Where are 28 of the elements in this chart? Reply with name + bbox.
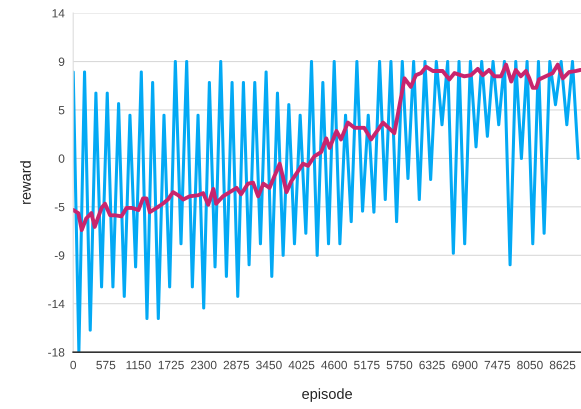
x-tick-label: 8050 (517, 360, 543, 370)
y-tick-label: 14 (52, 9, 65, 18)
y-tick-label: -9 (54, 251, 64, 260)
x-tick-label: 8625 (550, 360, 576, 370)
x-tick-label: 3450 (256, 360, 282, 370)
y-tick-label: 9 (58, 58, 64, 66)
x-tick-label: 2875 (224, 360, 250, 370)
x-tick-label: 1150 (126, 360, 151, 370)
x-tick-label: 6325 (419, 360, 445, 370)
x-tick-label: 575 (96, 360, 116, 370)
y-tick-label: 0 (58, 154, 64, 163)
line-series (73, 60, 580, 352)
x-tick-label: 5750 (386, 360, 412, 370)
y-tick-label: -5 (54, 202, 64, 212)
x-axis-title: episode (302, 388, 352, 402)
y-tick-label: 5 (58, 106, 64, 114)
x-tick-label: 2300 (191, 360, 217, 370)
line-series (73, 62, 581, 232)
y-axis-title: reward (20, 161, 31, 204)
x-tick-label: 5175 (354, 360, 380, 370)
x-tick-label: 4600 (321, 360, 348, 370)
x-tick-label: 7475 (484, 360, 510, 370)
y-tick-label: -14 (48, 300, 65, 308)
x-tick-label: 1725 (158, 360, 184, 370)
x-tick-label: 0 (70, 360, 76, 370)
x-tick-label: 4025 (288, 360, 314, 370)
x-tick-label: 6900 (452, 360, 478, 370)
y-tick-label: -18 (48, 348, 64, 357)
